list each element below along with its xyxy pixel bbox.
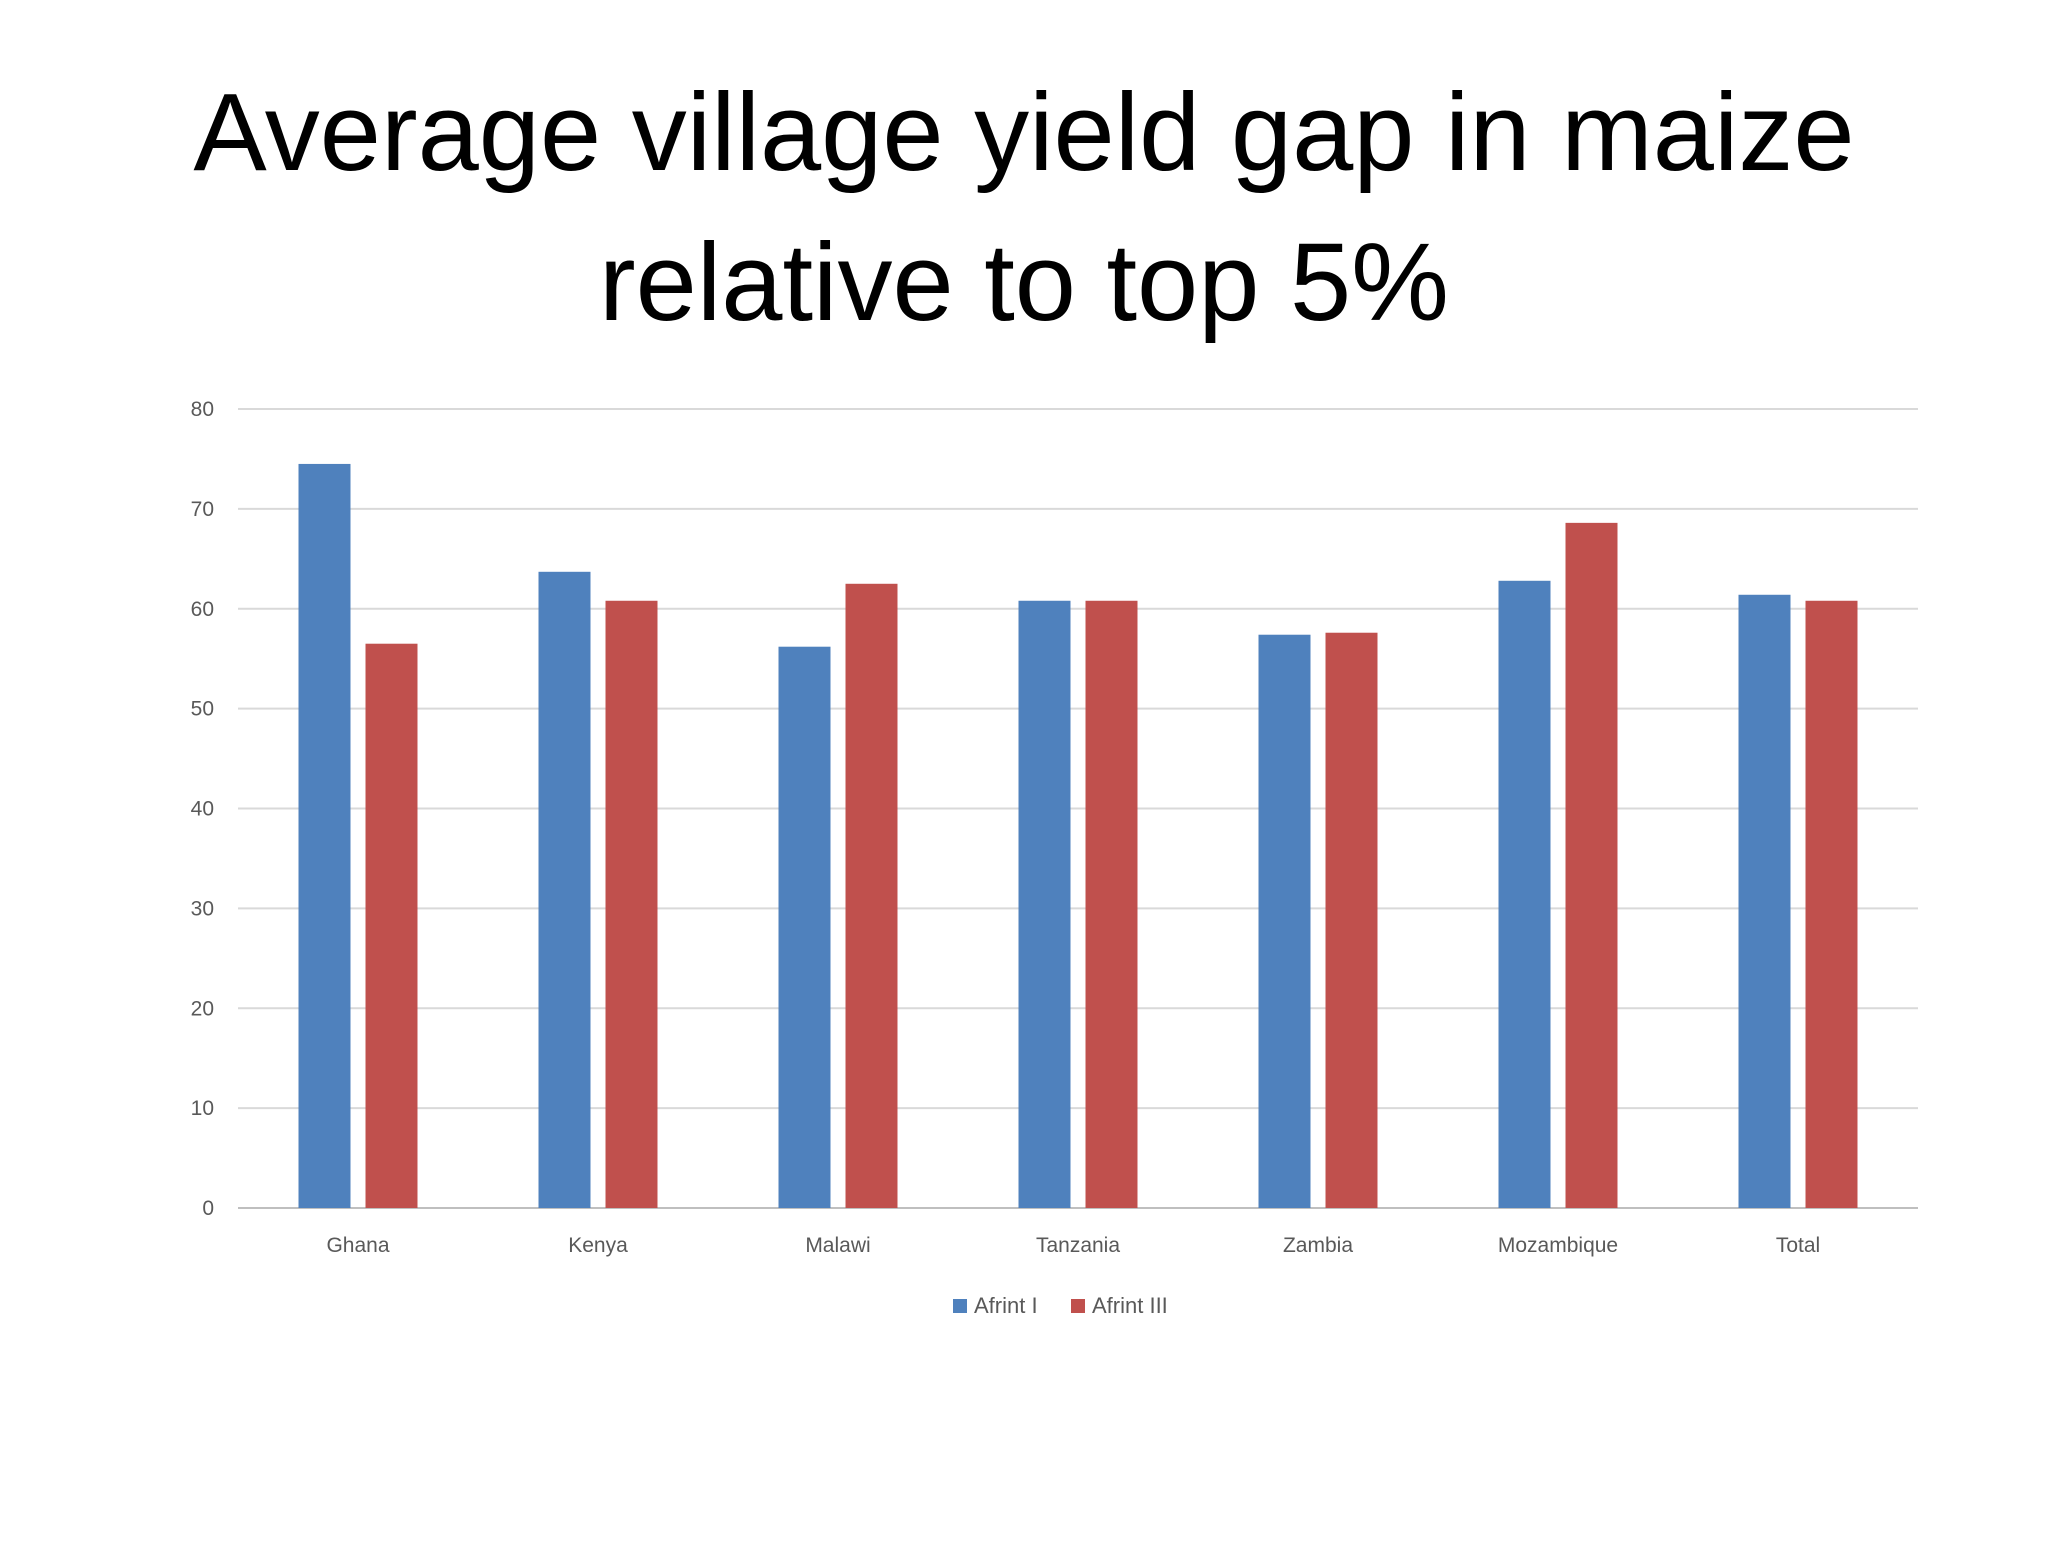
bar-afrint-i-mozambique: [1498, 580, 1551, 1208]
x-tick-label: Total: [1776, 1234, 1820, 1257]
bar-afrint-iii-ghana: [365, 643, 418, 1208]
bar-afrint-iii-malawi: [845, 583, 898, 1208]
bar-afrint-iii-kenya: [605, 600, 658, 1208]
x-tick-label: Zambia: [1283, 1234, 1353, 1257]
y-tick-label: 40: [191, 798, 214, 821]
y-tick-label: 20: [191, 997, 214, 1020]
chart-title: Average village yield gap in maize relat…: [0, 58, 2048, 358]
y-tick-label: 10: [191, 1097, 214, 1120]
legend-label: Afrint III: [1092, 1293, 1168, 1318]
y-tick-label: 50: [191, 698, 214, 721]
bar-afrint-i-malawi: [778, 646, 831, 1208]
bar-afrint-i-ghana: [298, 463, 351, 1208]
y-tick-label: 0: [202, 1197, 214, 1220]
x-tick-label: Mozambique: [1498, 1234, 1618, 1257]
bar-afrint-i-tanzania: [1018, 600, 1071, 1208]
legend-swatch: [1071, 1299, 1085, 1313]
x-tick-label: Ghana: [326, 1234, 389, 1257]
gridlines: [238, 408, 1918, 1209]
legend-swatch: [953, 1299, 967, 1313]
bar-afrint-iii-total: [1805, 600, 1858, 1208]
bar-afrint-i-zambia: [1258, 634, 1311, 1208]
bar-afrint-i-total: [1738, 594, 1791, 1208]
bar-afrint-iii-mozambique: [1565, 522, 1618, 1208]
x-tick-label: Malawi: [805, 1234, 870, 1257]
x-tick-label: Tanzania: [1036, 1234, 1120, 1257]
chart-title-line-2: relative to top 5%: [599, 221, 1449, 344]
axes: 0 10 20 30 40 50 60 70 80 Ghana Kenya Malawi Tanzani…: [191, 398, 1821, 1257]
chart-title-line-1: Average village yield gap in maize: [193, 71, 1855, 194]
y-tick-label: 80: [191, 398, 214, 421]
bar-afrint-iii-zambia: [1325, 632, 1378, 1208]
y-tick-label: 30: [191, 897, 214, 920]
legend-label: Afrint I: [974, 1293, 1038, 1318]
bars: [298, 463, 1858, 1208]
x-tick-label: Kenya: [568, 1234, 628, 1257]
y-tick-label: 60: [191, 598, 214, 621]
legend: Afrint I Afrint III: [953, 1293, 1168, 1318]
bar-afrint-i-kenya: [538, 571, 591, 1208]
bar-afrint-iii-tanzania: [1085, 600, 1138, 1208]
y-tick-label: 70: [191, 498, 214, 521]
